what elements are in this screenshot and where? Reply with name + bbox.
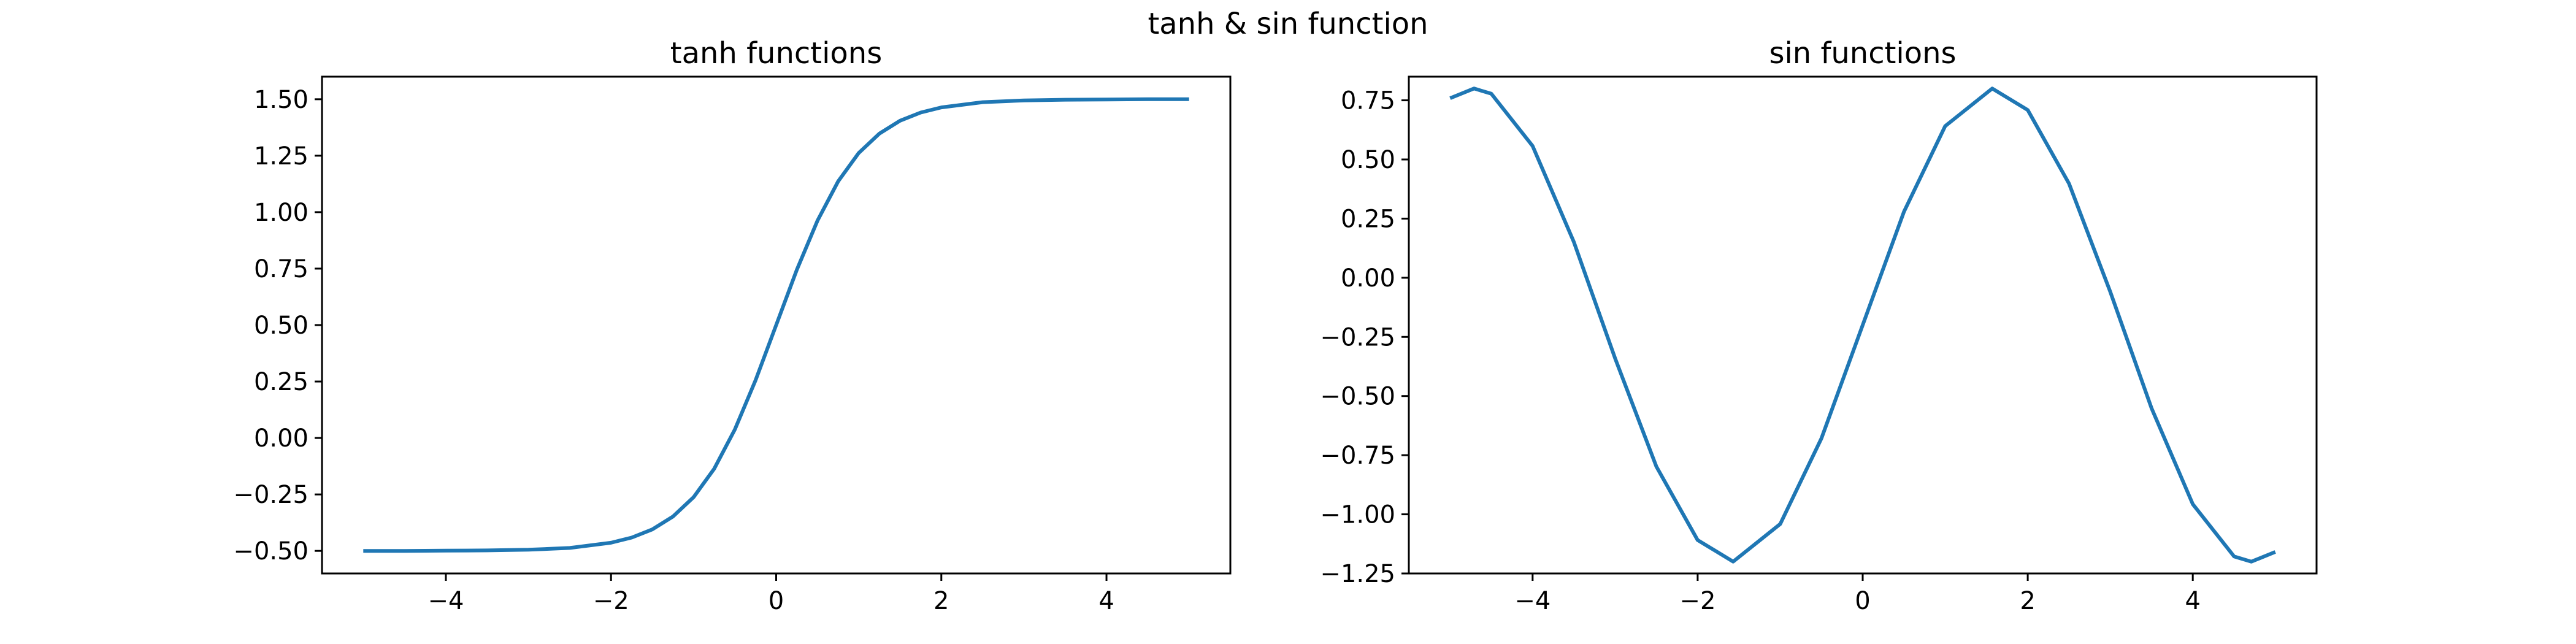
tanh-ytick-label: 1.25	[254, 142, 309, 171]
sin-xtick-label: −2	[1679, 587, 1715, 615]
figure-title: tanh & sin function	[1148, 7, 1428, 41]
tanh-ytick-label: −0.50	[233, 537, 309, 565]
tanh-ytick-label: 0.25	[254, 368, 309, 396]
sin-subplot-title: sin functions	[1769, 36, 1956, 71]
tanh-xtick-label: 0	[769, 587, 784, 615]
sin-ytick-label: −0.50	[1320, 383, 1395, 411]
sin-xtick-label: 0	[1855, 587, 1870, 615]
tanh-ytick-label: −0.25	[233, 481, 309, 509]
tanh-subplot-title: tanh functions	[670, 36, 882, 71]
sin-subplot: sin functions −4 −2 0 2 4 −1.25 −1.00 −0.75 −0.50…	[1320, 36, 2318, 615]
sin-ytick-label: −0.75	[1320, 442, 1395, 470]
sin-ytick-label: 0.50	[1341, 146, 1395, 174]
sin-xtick-label: 2	[2020, 587, 2035, 615]
tanh-series-line	[363, 97, 1189, 553]
sin-series-line	[1449, 86, 2276, 564]
tanh-ytick-label: 0.50	[254, 312, 309, 340]
sin-ytick-label: −0.25	[1320, 323, 1395, 351]
tanh-xtick-label: −4	[427, 587, 464, 615]
tanh-ytick-label: 0.75	[254, 255, 309, 283]
sin-ytick-label: −1.25	[1320, 560, 1395, 588]
tanh-ytick-label: 1.00	[254, 199, 309, 227]
sin-ytick-label: −1.00	[1320, 501, 1395, 529]
tanh-ytick-label: 1.50	[254, 86, 309, 114]
tanh-ytick-label: 0.00	[254, 424, 309, 453]
tanh-xtick-label: 4	[1098, 587, 1114, 615]
sin-xtick-label: −4	[1514, 587, 1551, 615]
sin-ytick-label: 0.00	[1341, 264, 1395, 293]
tanh-subplot: tanh functions −4 −2 0 2 4 −0.50 −0.25 0.00 0.25 0…	[233, 36, 1232, 615]
sin-xtick-label: 4	[2185, 587, 2200, 615]
tanh-xtick-label: −2	[593, 587, 629, 615]
tanh-xtick-label: 2	[933, 587, 949, 615]
sin-ytick-label: 0.75	[1341, 87, 1395, 115]
sin-ytick-label: 0.25	[1341, 205, 1395, 233]
